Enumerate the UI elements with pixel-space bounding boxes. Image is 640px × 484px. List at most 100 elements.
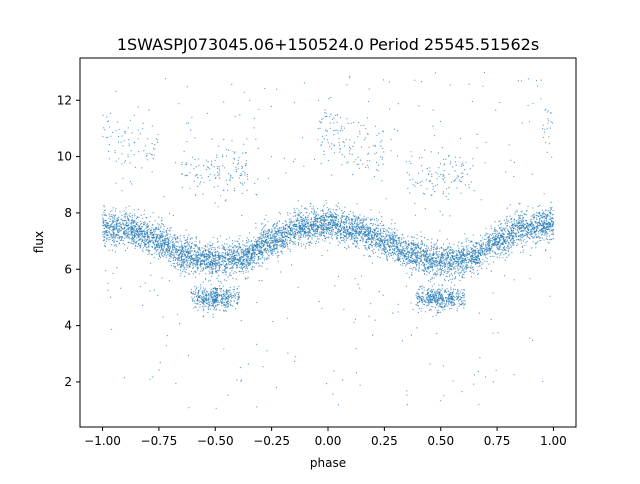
- data-point: [435, 264, 437, 266]
- data-point: [115, 240, 118, 243]
- data-point: [209, 244, 211, 246]
- data-point: [199, 252, 201, 254]
- data-point: [156, 226, 158, 229]
- data-point: [361, 232, 363, 234]
- data-point: [277, 256, 279, 258]
- data-point: [472, 244, 475, 246]
- data-point: [369, 226, 371, 228]
- data-point: [533, 236, 536, 238]
- data-point: [273, 235, 275, 237]
- data-point: [248, 258, 250, 260]
- data-point: [294, 241, 296, 243]
- data-point: [503, 233, 505, 235]
- data-point: [105, 240, 107, 242]
- data-point: [484, 247, 486, 249]
- data-point: [376, 246, 378, 248]
- data-point: [394, 244, 396, 246]
- data-point: [340, 220, 342, 222]
- data-point: [473, 256, 475, 259]
- data-point: [480, 248, 482, 250]
- data-point: [323, 213, 325, 215]
- data-point: [236, 252, 238, 254]
- data-point: [217, 247, 219, 249]
- data-point: [377, 219, 379, 221]
- data-point: [200, 256, 202, 258]
- data-point: [281, 227, 283, 229]
- data-point: [439, 254, 441, 256]
- data-point: [391, 228, 393, 230]
- data-point: [333, 225, 336, 227]
- data-point: [532, 232, 534, 234]
- data-point: [109, 231, 111, 233]
- data-point: [446, 270, 448, 273]
- data-point: [307, 231, 309, 233]
- data-point: [329, 242, 331, 244]
- data-point: [112, 236, 114, 238]
- data-point: [517, 220, 520, 222]
- data-point: [371, 250, 373, 252]
- data-point: [115, 236, 117, 238]
- data-point: [357, 216, 359, 218]
- data-point: [496, 246, 498, 249]
- data-point: [305, 207, 307, 209]
- data-point: [478, 242, 480, 244]
- data-point: [466, 254, 468, 256]
- data-point: [429, 249, 431, 251]
- data-point: [289, 234, 291, 236]
- data-point: [481, 243, 483, 245]
- data-point: [144, 235, 146, 237]
- data-point: [354, 220, 356, 222]
- data-point: [240, 250, 242, 252]
- data-point: [384, 233, 387, 235]
- data-point: [301, 205, 303, 207]
- data-point: [298, 223, 300, 225]
- data-point: [348, 221, 351, 223]
- data-point: [383, 227, 385, 230]
- data-point: [491, 246, 493, 248]
- data-point: [150, 229, 152, 231]
- data-point: [448, 275, 450, 277]
- data-point: [347, 216, 349, 218]
- data-point: [460, 256, 462, 258]
- data-point: [158, 237, 160, 240]
- data-point: [507, 237, 509, 239]
- data-point: [189, 238, 192, 240]
- data-point: [418, 246, 420, 248]
- data-point: [273, 228, 275, 230]
- data-point: [506, 220, 508, 222]
- data-point: [459, 252, 462, 254]
- data-point: [317, 241, 320, 243]
- data-point: [104, 235, 106, 237]
- data-point: [425, 264, 427, 266]
- data-point: [375, 232, 377, 234]
- data-point: [134, 241, 136, 243]
- data-point: [123, 214, 125, 216]
- data-point: [506, 235, 508, 238]
- data-point: [235, 251, 237, 253]
- data-point: [213, 249, 215, 251]
- data-point: [185, 229, 187, 231]
- data-point: [433, 274, 435, 276]
- data-point: [420, 231, 422, 233]
- data-point: [388, 237, 390, 239]
- data-point: [209, 254, 211, 256]
- data-point: [127, 214, 129, 216]
- data-point: [386, 250, 389, 252]
- data-point: [198, 253, 200, 255]
- data-point: [170, 260, 172, 263]
- data-point: [472, 252, 474, 254]
- data-point: [330, 236, 333, 238]
- data-point: [173, 246, 175, 248]
- data-point: [257, 249, 259, 251]
- data-point: [436, 265, 438, 267]
- data-point: [160, 246, 162, 248]
- data-point: [276, 238, 278, 240]
- data-point: [330, 214, 332, 216]
- data-point: [435, 242, 437, 244]
- data-point: [208, 280, 210, 282]
- data-point: [311, 242, 313, 244]
- data-point: [466, 251, 468, 253]
- data-point: [353, 236, 355, 238]
- data-point: [253, 252, 255, 254]
